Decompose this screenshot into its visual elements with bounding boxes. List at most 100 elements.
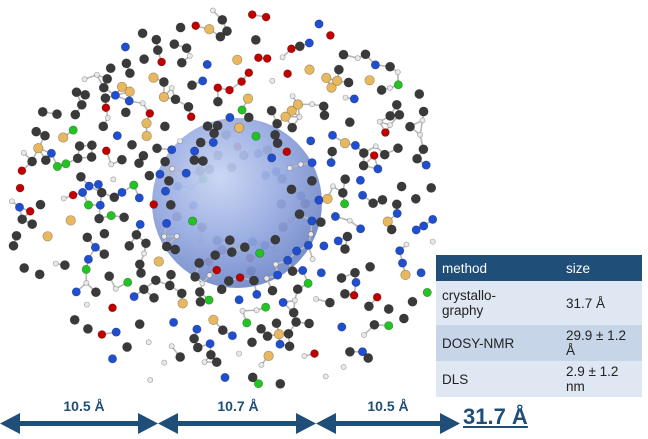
total-size-label: 31.7 Å (463, 404, 528, 429)
atom (283, 255, 293, 265)
atom (261, 12, 271, 22)
method-crystallography: crystallo-graphy (442, 288, 497, 318)
atom (137, 28, 148, 39)
atom (394, 69, 401, 75)
atom (27, 156, 37, 167)
atom (145, 339, 152, 346)
atom (291, 317, 301, 327)
atom (395, 246, 405, 256)
atom (333, 236, 343, 246)
table-row: DLS 2.9 ± 1.2 nm (436, 361, 642, 397)
atom (109, 192, 120, 203)
atom (326, 158, 336, 168)
atom (158, 77, 169, 87)
atom (237, 77, 246, 86)
atom (356, 224, 366, 234)
atom (337, 187, 348, 198)
atom (262, 54, 272, 63)
atom (176, 288, 187, 299)
atom (190, 271, 200, 282)
atom (204, 24, 215, 35)
atom (343, 77, 354, 88)
atom (256, 323, 266, 334)
atom (68, 190, 78, 200)
atom (124, 68, 135, 79)
atom (363, 301, 374, 312)
atom (398, 313, 409, 324)
atom (287, 266, 298, 277)
atom (181, 43, 192, 53)
atom (76, 171, 86, 182)
atom (315, 217, 326, 228)
atom (339, 138, 351, 149)
atom (20, 149, 27, 156)
atom (392, 209, 402, 219)
atom (386, 224, 397, 235)
atom (255, 248, 265, 258)
atom (379, 149, 390, 160)
atom (327, 130, 337, 140)
atom (80, 90, 91, 100)
atom (192, 342, 203, 353)
atom (104, 115, 111, 121)
atom (91, 287, 101, 298)
atom (386, 85, 393, 91)
atom (145, 109, 155, 118)
atom (226, 247, 237, 257)
atom (383, 304, 394, 314)
atom (98, 121, 109, 132)
atom (60, 195, 67, 202)
atom (272, 261, 279, 268)
atom (208, 314, 219, 325)
atom (346, 217, 353, 224)
atom (110, 90, 120, 100)
atom (161, 359, 168, 366)
atom (120, 42, 130, 52)
atom (351, 277, 361, 287)
atom (287, 122, 298, 133)
atom (337, 322, 347, 332)
atom (254, 53, 263, 63)
atom (342, 231, 353, 242)
atom (71, 87, 82, 98)
atom (15, 183, 25, 193)
atom (266, 105, 277, 116)
atom (204, 295, 214, 305)
atom (417, 131, 424, 138)
atom (83, 323, 93, 334)
atom (40, 130, 50, 141)
atom (71, 287, 81, 297)
atom (254, 379, 264, 389)
atom (147, 377, 154, 383)
atom (318, 101, 329, 112)
atom (186, 53, 193, 59)
atom (191, 21, 200, 31)
atom (152, 45, 163, 55)
atom (263, 350, 274, 362)
atom (340, 364, 347, 370)
atom (83, 254, 93, 264)
atom (84, 181, 94, 191)
atom (168, 343, 175, 350)
atom (108, 354, 118, 364)
atom (269, 77, 276, 84)
atom (81, 76, 88, 83)
atom (369, 319, 380, 330)
atom (422, 287, 432, 297)
atom (239, 307, 246, 314)
atom (208, 138, 218, 148)
atom (167, 145, 177, 155)
atom (205, 339, 215, 349)
atom (134, 319, 145, 329)
atom (124, 86, 135, 97)
atom (169, 317, 179, 327)
atom (272, 118, 282, 129)
atom (411, 225, 421, 235)
atom (340, 199, 350, 209)
atom (232, 54, 243, 65)
atom (183, 101, 194, 112)
atom (78, 188, 88, 198)
atom (58, 132, 69, 143)
table-row: crystallo-graphy 31.7 Å (436, 281, 642, 325)
atom (122, 342, 132, 352)
